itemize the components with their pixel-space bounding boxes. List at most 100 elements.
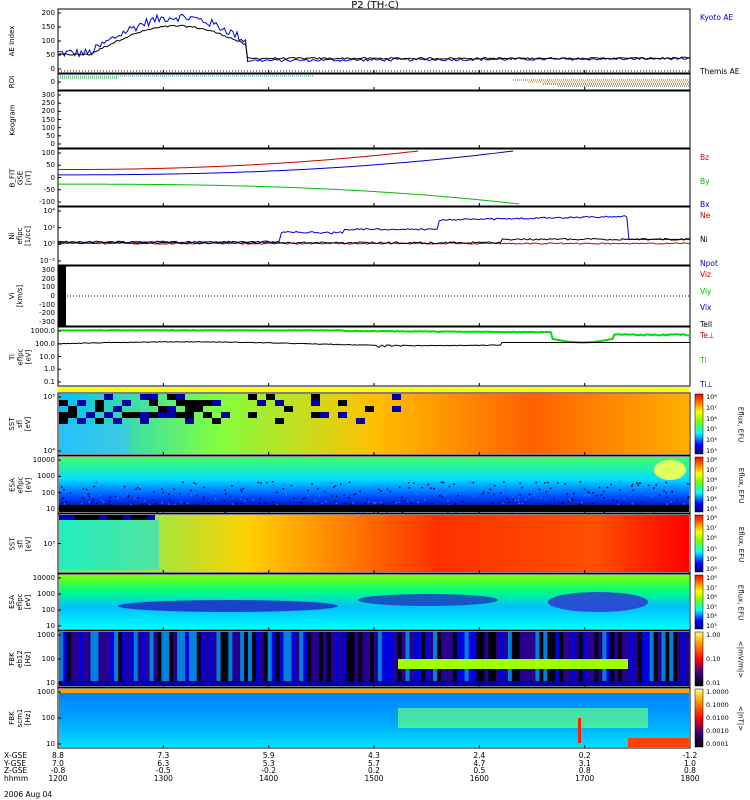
spectrogram-cell [606,486,609,489]
spectrogram-cell [59,520,159,570]
colorbar-tick-label: 10⁷ [706,583,717,592]
spectrogram-cell [377,632,383,686]
spectrogram-cell [149,412,158,418]
spectrogram-cell [653,632,658,686]
spectrogram-cell [149,490,151,493]
spectrogram-cell [603,490,605,493]
y-tick-label: 200 [41,107,55,116]
y-tick-label: 150 [41,115,55,124]
spectrogram-cell [339,483,342,485]
x-tick-z: 0.8 [684,766,696,776]
spectrogram-cell [506,498,509,500]
spectrogram-cell [571,499,574,501]
spectrogram-cell [387,490,389,492]
spectrogram-cell [226,488,228,491]
spectrogram-cell [208,632,214,686]
spectrogram-cell [655,484,658,486]
spectrogram-cell [158,406,167,412]
spectrogram-cell [82,497,84,500]
spectrogram-cell [499,492,502,494]
series-te [57,341,690,349]
spectrogram-cell [257,481,260,484]
y-tick-label: -100 [39,198,55,206]
y-axis-label-line: eflpc [16,227,24,245]
spectrogram-cell [408,488,410,491]
colorbar-label: Eflux, EFU [736,526,745,562]
spectrogram-cell [124,487,126,490]
x-tick-x: 4.3 [368,751,380,760]
spectrogram-cell [240,485,242,487]
spectrogram-cell [147,515,155,520]
spectrogram-cell [93,485,96,488]
spectrogram-cell [670,485,672,488]
spectrogram-cell [224,489,226,491]
spectrogram-cell [59,681,689,686]
spectrogram-cell [533,494,536,497]
panel-frame-bfit [57,148,691,207]
spectrogram-cell [566,493,568,495]
spectrogram-cell [677,632,682,686]
spectrogram-cell [540,497,542,499]
spectrogram-cell [299,492,301,494]
spectrogram-cell [311,400,320,406]
spectrogram-cell [77,400,86,406]
y-tick-label: 250 [41,99,55,108]
x-tick-x: 2.4 [473,751,486,760]
y-tick-label: 10 [46,679,55,687]
y-axis-label-line: SST [8,536,16,551]
x-tick-t: 1600 [469,773,489,783]
spectrogram-cell [411,499,414,501]
spectrogram-cell [167,406,176,412]
spectrogram-cell [344,502,347,505]
spectrogram-cell [244,499,246,502]
spectrogram-cell [629,632,635,686]
series-npot [57,215,690,244]
legend-bx: Bx [700,200,710,209]
spectrogram-cell [430,487,432,489]
spectrogram-cell [168,511,171,514]
colorbar-label: <|mV/m|> [736,640,745,679]
colorbar-tick-label: 10⁷ [706,465,717,474]
spectrogram-cell [579,481,582,483]
spectrogram-cell [181,632,186,686]
spectrogram-cell [657,632,662,686]
colorbar-tick-label: 0.10 [706,655,721,663]
spectrogram-cell [259,497,261,500]
spectrogram-cell [407,482,410,484]
spectrogram-cell [338,632,343,686]
spectrogram-cell [262,491,264,493]
spectrogram-cell [65,501,68,503]
spectrogram-cell [251,632,257,686]
x-axis-labels: X-GSE Y-GSE Z-GSE hhmm 2006 Aug 04 8.8 7.… [0,752,750,800]
series-themis-ae [57,24,691,60]
spectrogram-cell [109,496,112,499]
spectrogram-cell [68,412,77,418]
spectrogram-cell [307,632,312,686]
spectrogram-cell [107,515,115,520]
spectrogram-cell [59,515,67,520]
spectrogram-cell [186,502,188,505]
spectrogram-cell [487,492,489,494]
y-tick-label: 100 [41,123,55,132]
spectrogram-cell [192,632,198,686]
spectrogram-cell [331,495,333,497]
spectrogram-cell [331,482,333,484]
spectrogram-cell [176,412,185,418]
spectrogram-cell [448,485,451,488]
spectrogram-cell [338,412,347,418]
spectrogram-cell [619,489,621,491]
spectrogram-cell [95,418,104,424]
spectrogram-cell [154,503,157,505]
spectrogram-cell [335,487,337,490]
colorbar-tick-label: 10⁷ [706,403,717,412]
spectrogram-cell [508,501,510,504]
spectrogram-cell [410,502,412,505]
spectrogram-cell [116,497,119,499]
colorbar-tick-label: 0.0100 [706,714,729,722]
spectrogram-cell [640,501,643,503]
spectrogram-cell [123,515,131,520]
y-axis-label-line: FBK [8,652,16,666]
x-tick-x: -1.2 [682,751,698,760]
spectrogram-cell [378,487,380,490]
x-tick-x: 7.3 [157,751,170,760]
